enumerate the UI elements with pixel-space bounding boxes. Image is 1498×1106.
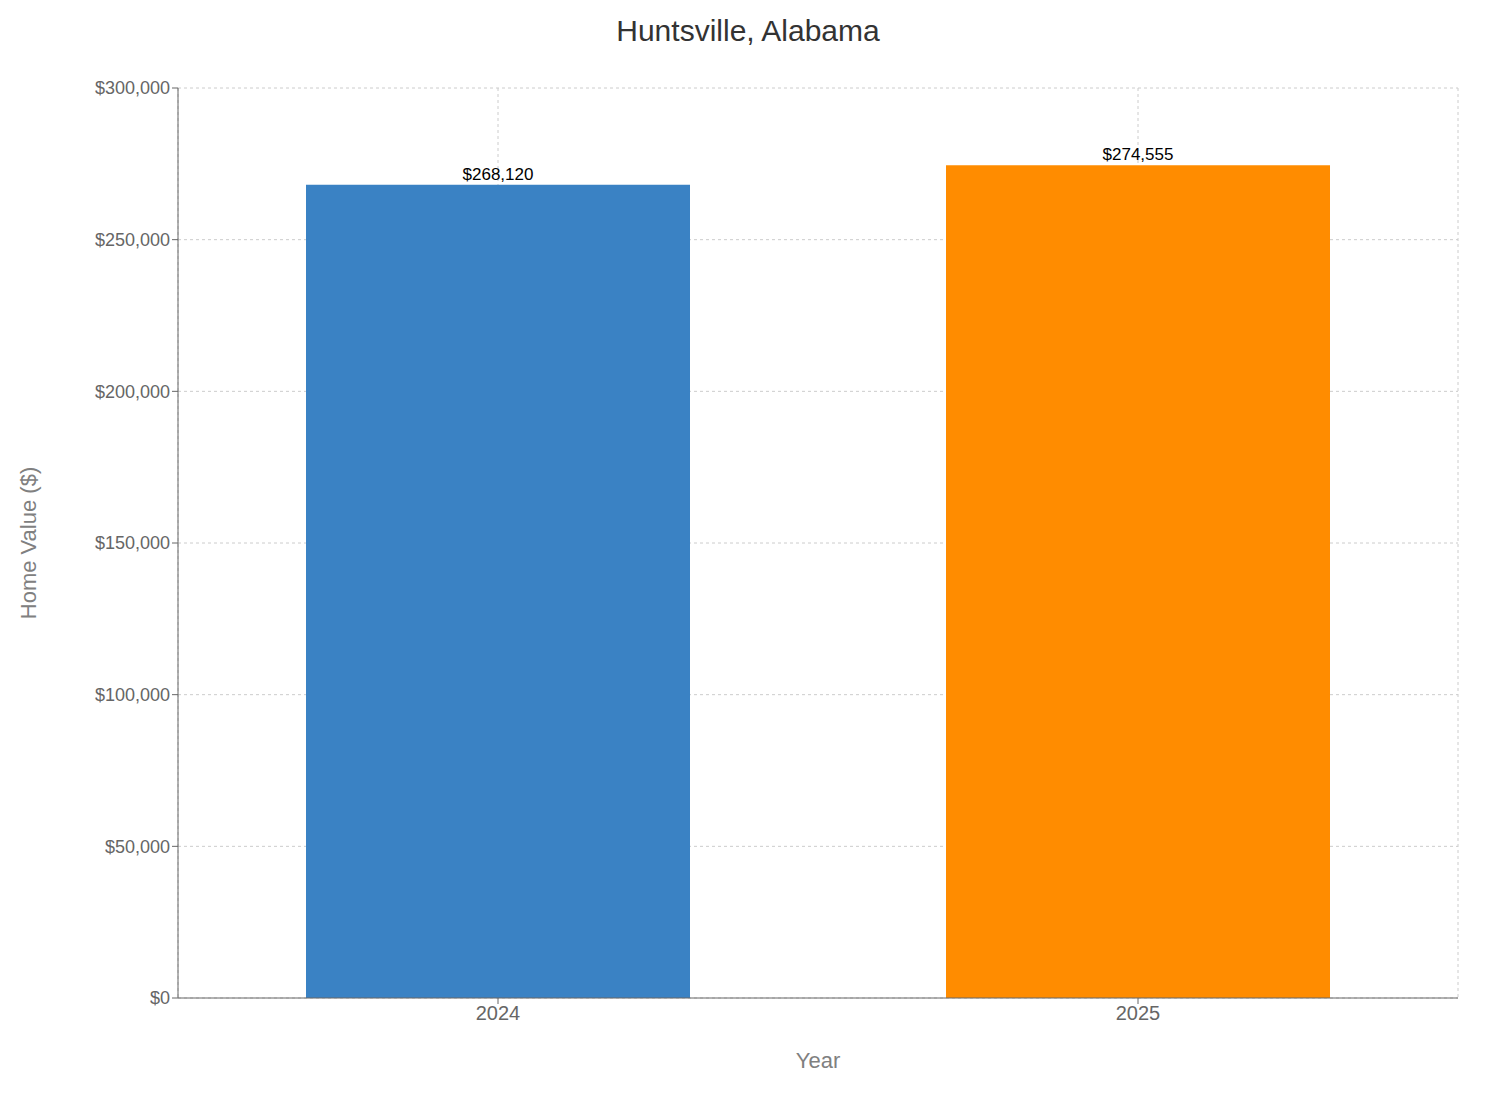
html-text:Huntsville, Alabama: Huntsville, Alabama — [616, 14, 880, 47]
svg-text:$274,555: $274,555 — [1103, 145, 1174, 164]
svg-text:$50,000: $50,000 — [105, 837, 170, 857]
svg-text:Home Value ($): Home Value ($) — [16, 467, 41, 619]
svg-text:$0: $0 — [150, 988, 170, 1008]
svg-text:2025: 2025 — [1116, 1002, 1161, 1024]
svg-text:Year: Year — [796, 1048, 840, 1073]
svg-text:$250,000: $250,000 — [95, 230, 170, 250]
svg-text:$100,000: $100,000 — [95, 685, 170, 705]
svg-text:$150,000: $150,000 — [95, 533, 170, 553]
svg-text:$300,000: $300,000 — [95, 78, 170, 98]
svg-text:$268,120: $268,120 — [463, 165, 534, 184]
svg-text:$200,000: $200,000 — [95, 382, 170, 402]
svg-text:2024: 2024 — [476, 1002, 521, 1024]
